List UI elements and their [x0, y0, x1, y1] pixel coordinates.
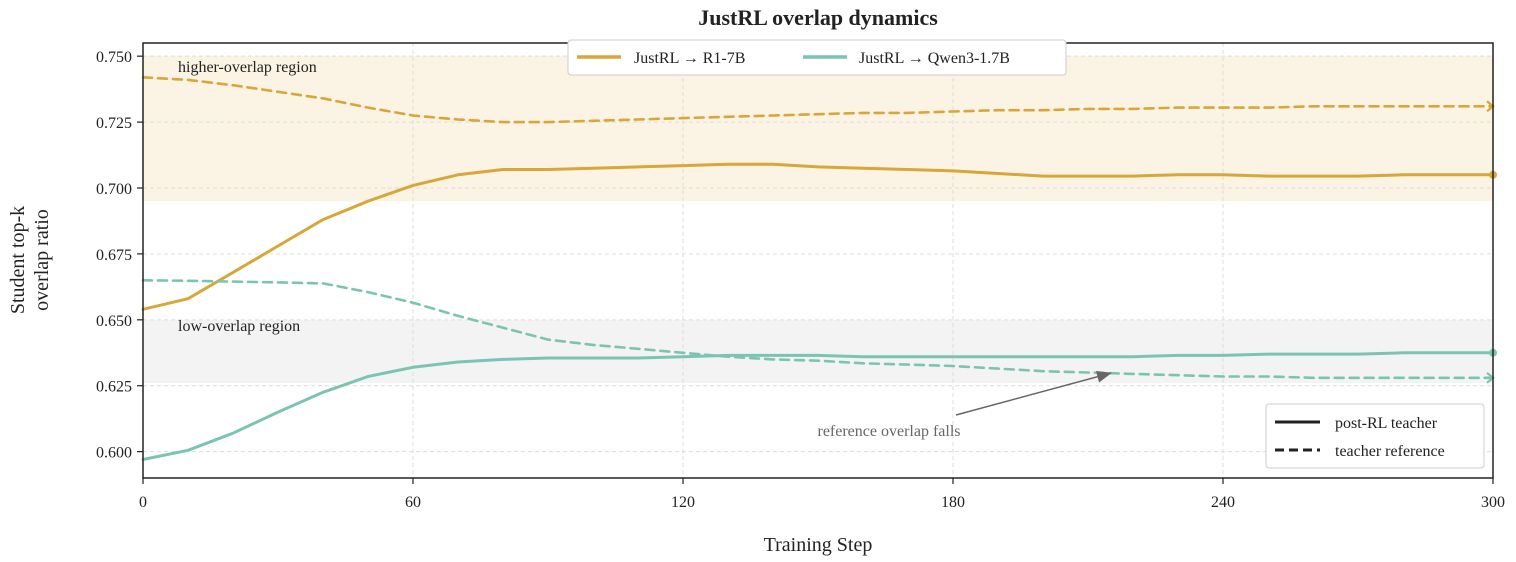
annotation-arrow [955, 370, 1112, 416]
series-qwen-solid [141, 351, 1495, 461]
y-tick-label: 0.600 [96, 445, 132, 462]
x-tick-label: 300 [1481, 494, 1505, 511]
x-ticks: 0 60 120 180 240 300 [139, 478, 1505, 511]
legend-series: JustRL → R1-7B JustRL → Qwen3-1.7B [567, 39, 1067, 76]
y-axis-label-line2: overlap ratio [31, 209, 53, 311]
series-r1-solid [141, 162, 1495, 311]
x-tick-label: 180 [941, 494, 965, 511]
x-tick-label: 0 [139, 494, 147, 511]
y-axis-label-line1: Student top-k [7, 206, 29, 314]
chart-title: JustRL overlap dynamics [698, 5, 938, 30]
legend-label-dashed: teacher reference [1335, 443, 1445, 460]
region-band-1 [143, 319, 1493, 384]
annotation: reference overlap falls [817, 370, 1112, 440]
legend-label-solid: post-RL teacher [1335, 415, 1438, 432]
y-tick-label: 0.675 [96, 247, 132, 264]
y-axis-label: Student top-k overlap ratio [7, 206, 53, 314]
lines-layer [141, 76, 1497, 461]
x-tick-label: 120 [671, 494, 695, 511]
x-axis-label: Training Step [764, 534, 873, 556]
series-r1-dashed [141, 76, 1495, 124]
y-ticks: 0.600 0.625 0.650 0.675 0.700 0.725 0.750 [96, 49, 143, 462]
regions-layer [143, 56, 1493, 384]
x-tick-label: 240 [1211, 494, 1235, 511]
y-tick-label: 0.650 [96, 313, 132, 330]
series-qwen-dashed [141, 278, 1495, 380]
legend-style-box [1265, 403, 1485, 469]
region-labels: higher-overlap region low-overlap region [178, 59, 317, 335]
region-label-high: higher-overlap region [178, 59, 317, 76]
y-tick-label: 0.725 [96, 115, 132, 132]
region-band-0 [143, 56, 1493, 202]
region-label-low: low-overlap region [178, 318, 300, 335]
y-tick-label: 0.750 [96, 49, 132, 66]
legend-label-r1: JustRL → R1-7B [634, 50, 745, 67]
annotation-text: reference overlap falls [817, 423, 960, 440]
y-tick-label: 0.625 [96, 379, 132, 396]
y-tick-label: 0.700 [96, 181, 132, 198]
legend-style: post-RL teacher teacher reference [1265, 403, 1485, 469]
legend-label-qwen: JustRL → Qwen3-1.7B [859, 50, 1010, 67]
x-tick-label: 60 [405, 494, 421, 511]
